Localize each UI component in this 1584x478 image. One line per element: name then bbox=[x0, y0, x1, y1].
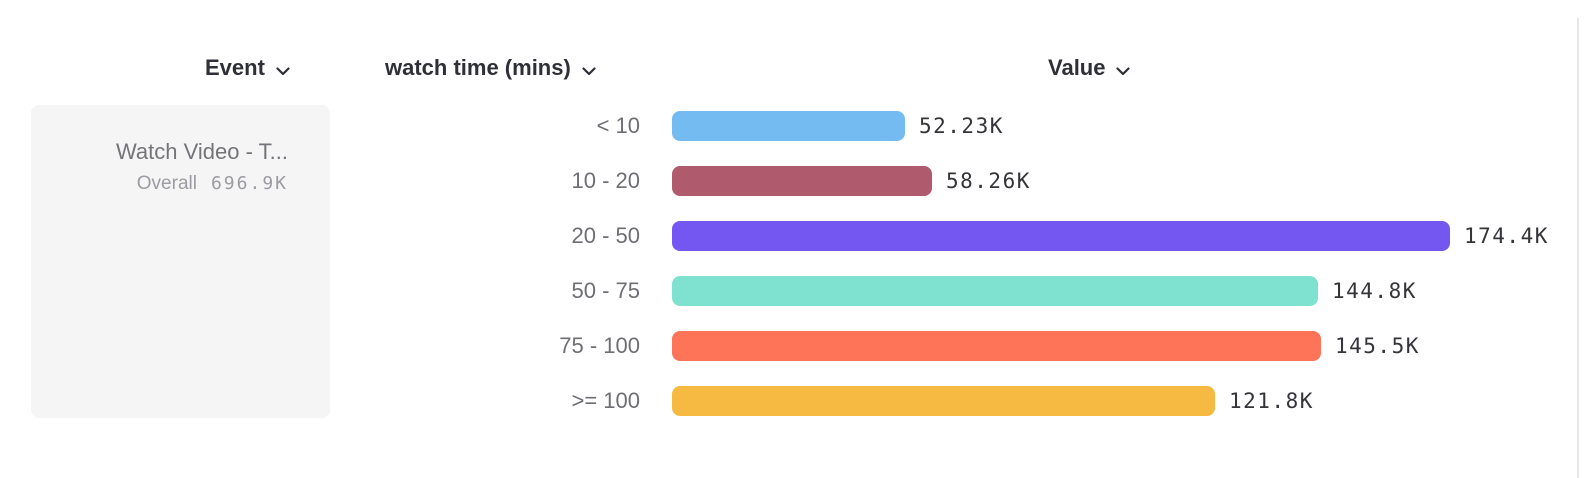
event-overall-row: Overall 696.9K bbox=[31, 173, 288, 195]
overall-value: 696.9K bbox=[210, 173, 288, 194]
category-label: 50 - 75 bbox=[571, 277, 641, 303]
value-label: 174.4K bbox=[1464, 223, 1549, 248]
bar-chart: < 10 52.23K 10 - 20 58.26K 20 - 50 174.4… bbox=[0, 98, 1570, 428]
value-label: 121.8K bbox=[1229, 388, 1314, 413]
value-label: 52.23K bbox=[919, 113, 1004, 138]
value-label: 145.5K bbox=[1335, 333, 1420, 358]
right-divider bbox=[1577, 18, 1579, 478]
value-label: 58.26K bbox=[946, 168, 1031, 193]
bar-row: 75 - 100 145.5K bbox=[0, 318, 1570, 373]
bar-segment[interactable] bbox=[672, 275, 1318, 306]
bar-row: < 10 52.23K bbox=[0, 98, 1570, 153]
category-label: 75 - 100 bbox=[559, 332, 640, 358]
bar-row: 20 - 50 174.4K bbox=[0, 208, 1570, 263]
value-column-label: Value bbox=[1048, 54, 1106, 80]
breakdown-column-header[interactable]: watch time (mins) bbox=[385, 53, 596, 82]
value-label: 144.8K bbox=[1332, 278, 1417, 303]
breakdown-column-label: watch time (mins) bbox=[385, 54, 571, 80]
event-card[interactable]: Watch Video - T... Overall 696.9K bbox=[31, 105, 330, 418]
event-title: Watch Video - T... bbox=[115, 139, 288, 164]
value-column-header[interactable]: Value bbox=[1048, 53, 1131, 82]
chevron-down-icon bbox=[582, 56, 596, 82]
bar-segment[interactable] bbox=[672, 385, 1215, 416]
overall-label: Overall bbox=[136, 173, 197, 194]
category-label: >= 100 bbox=[571, 387, 640, 413]
bar-segment[interactable] bbox=[672, 165, 932, 196]
category-label: 20 - 50 bbox=[571, 222, 641, 248]
bar-row: 10 - 20 58.26K bbox=[0, 153, 1570, 208]
bar-row: >= 100 121.8K bbox=[0, 373, 1570, 428]
chevron-down-icon bbox=[276, 56, 290, 82]
category-label: 10 - 20 bbox=[571, 167, 641, 193]
event-column-header[interactable]: Event bbox=[205, 53, 290, 82]
bar-row: 50 - 75 144.8K bbox=[0, 263, 1570, 318]
bar-segment[interactable] bbox=[672, 110, 905, 141]
chevron-down-icon bbox=[1116, 56, 1131, 82]
bar-segment[interactable] bbox=[672, 330, 1321, 361]
category-label: < 10 bbox=[596, 112, 640, 138]
event-column-label: Event bbox=[205, 54, 265, 80]
bar-segment[interactable] bbox=[672, 220, 1450, 251]
